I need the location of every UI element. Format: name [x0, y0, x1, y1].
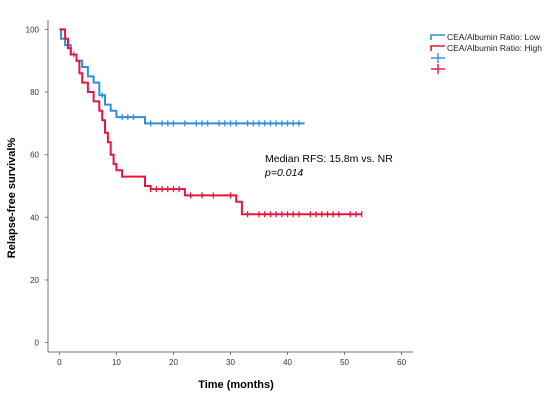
x-tick-label: 30 — [226, 358, 235, 367]
series-high — [59, 28, 363, 218]
survival-curve — [59, 28, 362, 216]
x-tick-label: 40 — [283, 358, 292, 367]
y-tick-label: 40 — [30, 213, 39, 222]
x-tick-label: 50 — [340, 358, 349, 367]
x-tick-label: 60 — [397, 358, 406, 367]
p-value-annotation: p=0.014 — [264, 167, 303, 179]
y-tick-label: 100 — [26, 25, 40, 34]
x-ticks: 0 10 20 30 40 50 60 — [57, 352, 407, 367]
series-low — [59, 28, 305, 127]
survival-curve — [59, 28, 305, 125]
y-axis-title: Relapse-free survival% — [6, 138, 18, 259]
y-tick-label: 0 — [35, 339, 40, 348]
axes — [47, 20, 413, 353]
y-ticks: 0 20 40 60 80 100 — [26, 25, 48, 348]
x-tick-label: 20 — [169, 358, 178, 367]
x-tick-label: 0 — [57, 358, 62, 367]
legend-label: CEA/Albumin Ratio: Low — [447, 32, 541, 42]
y-tick-label: 80 — [30, 88, 39, 97]
y-tick-label: 60 — [30, 151, 39, 160]
legend-swatch — [430, 34, 445, 40]
legend-label: CEA/Albumin Ratio: High — [447, 43, 542, 53]
x-axis-title: Time (months) — [198, 379, 274, 391]
x-tick-label: 10 — [112, 358, 121, 367]
median-rfs-annotation: Median RFS: 15.8m vs. NR — [265, 153, 393, 165]
series-layer — [59, 28, 363, 218]
y-tick-label: 20 — [30, 276, 39, 285]
legend-swatch — [430, 45, 445, 51]
